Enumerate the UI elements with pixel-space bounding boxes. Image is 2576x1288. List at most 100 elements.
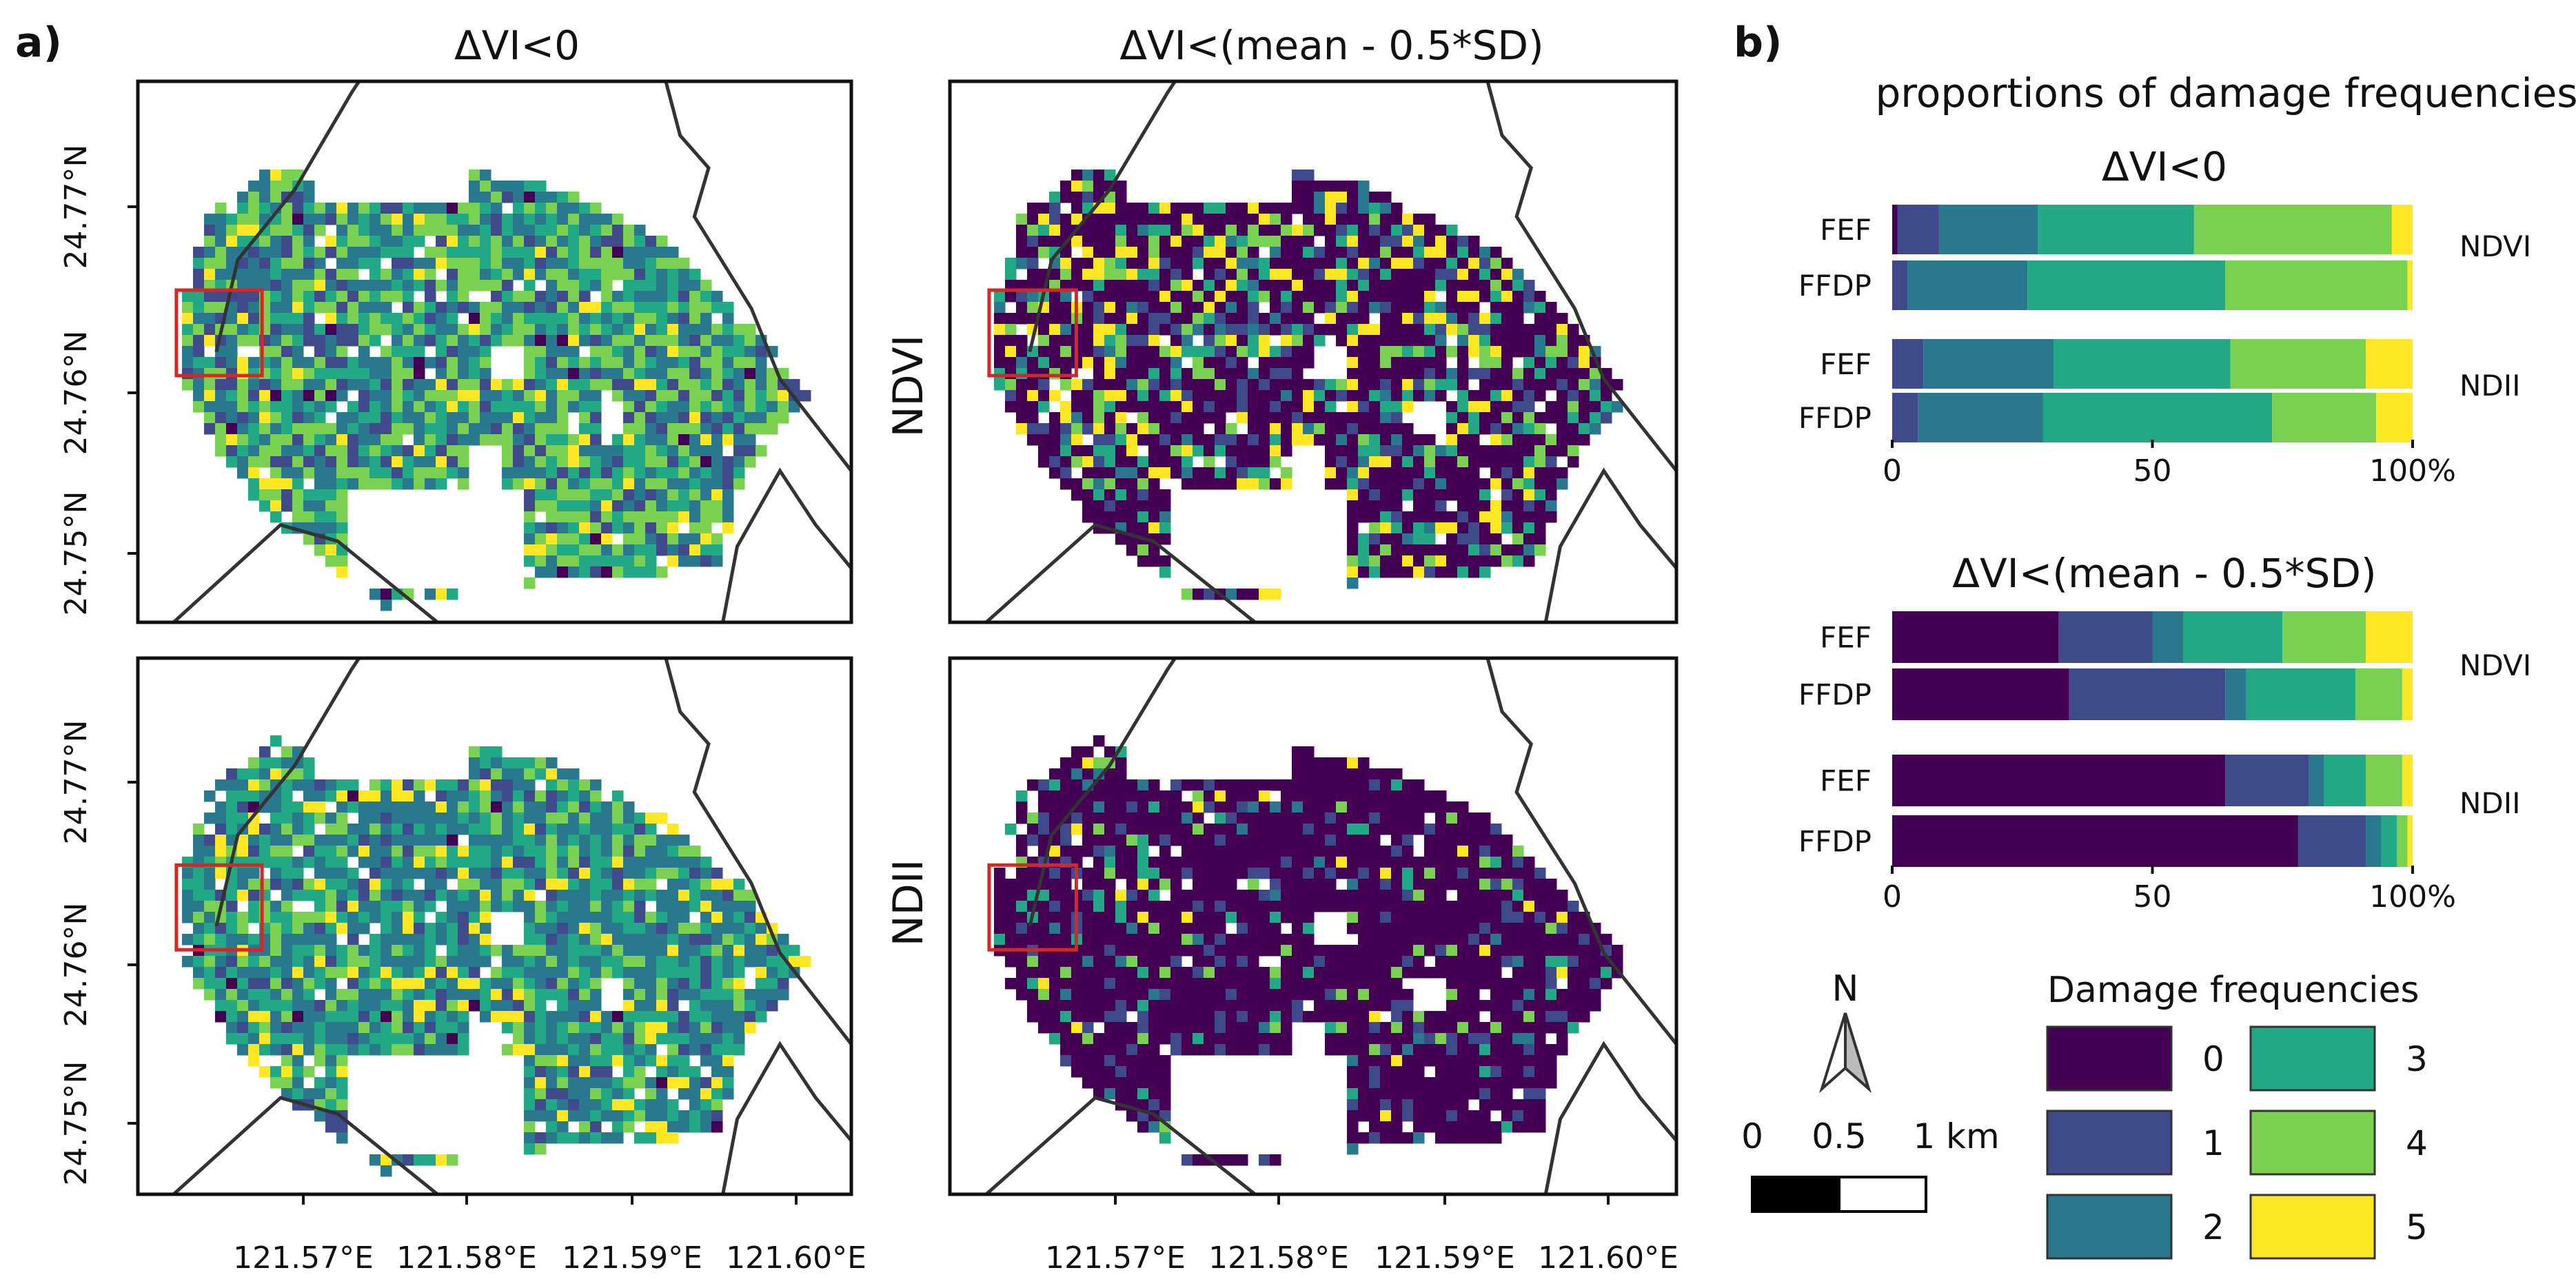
map-pixel: [193, 346, 205, 358]
map-pixel: [436, 967, 447, 979]
map-pixel: [1534, 456, 1546, 468]
map-pixel: [1479, 456, 1491, 468]
map-pixel: [1292, 901, 1304, 912]
map-pixel: [237, 879, 249, 890]
map-pixel: [237, 868, 249, 879]
map-pixel: [1424, 511, 1436, 523]
map-pixel: [1402, 533, 1414, 545]
map-pixel: [568, 280, 580, 292]
map-pixel: [535, 544, 547, 556]
map-pixel: [1248, 379, 1259, 391]
map-pixel: [1457, 566, 1469, 578]
map-pixel: [1126, 423, 1138, 435]
map-pixel: [1159, 423, 1171, 435]
map-pixel: [1490, 258, 1502, 269]
map-pixel: [1369, 890, 1381, 901]
map-pixel: [1358, 511, 1370, 523]
map-pixel: [1248, 214, 1259, 225]
map-pixel: [292, 236, 304, 247]
map-pixel: [1556, 901, 1568, 912]
map-pixel: [667, 291, 679, 303]
map-pixel: [436, 225, 447, 236]
map-pixel: [259, 181, 271, 192]
map-pixel: [314, 214, 326, 225]
map-pixel: [1325, 945, 1337, 957]
map-pixel: [1568, 357, 1579, 369]
map-pixel: [336, 522, 348, 534]
map-pixel: [711, 368, 723, 380]
map-pixel: [1237, 868, 1248, 879]
map-pixel: [1292, 181, 1304, 192]
map-pixel: [204, 989, 216, 1001]
map-pixel: [1380, 258, 1392, 269]
map-pixel: [667, 956, 679, 968]
map-pixel: [381, 225, 392, 236]
map-pixel: [1391, 379, 1403, 391]
map-pixel: [1358, 945, 1370, 957]
map-pixel: [711, 912, 723, 923]
map-pixel: [1479, 522, 1491, 534]
map-pixel: [414, 401, 425, 413]
map-pixel: [623, 1099, 635, 1111]
map-pixel: [1534, 522, 1546, 534]
map-pixel: [358, 357, 370, 369]
map-pixel: [1292, 757, 1304, 769]
map-pixel: [381, 302, 392, 314]
map-pixel: [259, 456, 271, 468]
map-pixel: [1523, 901, 1535, 912]
map-pixel: [381, 901, 392, 912]
map-pixel: [1226, 280, 1237, 292]
boundary-line: [721, 1041, 853, 1195]
map-pixel: [1270, 589, 1281, 600]
map-pixel: [546, 1077, 558, 1089]
map-pixel: [403, 801, 414, 813]
map-pixel: [513, 324, 525, 336]
map-pixel: [436, 478, 447, 490]
map-pixel: [557, 269, 569, 280]
map-pixel: [1556, 912, 1568, 923]
map-pixel: [292, 1077, 304, 1089]
map-pixel: [237, 989, 249, 1001]
map-pixel: [524, 1022, 536, 1034]
map-pixel: [392, 801, 403, 813]
map-pixel: [281, 1066, 293, 1078]
map-pixel: [778, 390, 789, 402]
map-pixel: [1347, 203, 1359, 214]
map-pixel: [1049, 280, 1061, 292]
map-pixel: [1016, 901, 1028, 912]
map-pixel: [1435, 280, 1447, 292]
map-pixel: [1369, 824, 1381, 835]
map-pixel: [1490, 291, 1502, 303]
map-pixel: [1336, 812, 1348, 824]
map-pixel: [568, 390, 580, 402]
map-pixel: [414, 335, 425, 347]
map-pixel: [1490, 357, 1502, 369]
map-pixel: [513, 956, 525, 968]
map-pixel: [1391, 280, 1403, 292]
map-pixel: [1170, 467, 1182, 479]
map-pixel: [1281, 467, 1292, 479]
map-pixel: [458, 368, 469, 380]
map-pixel: [689, 500, 701, 512]
map-pixel: [700, 956, 712, 968]
map-pixel: [425, 258, 436, 269]
map-pixel: [193, 280, 205, 292]
map-pixel: [436, 890, 447, 901]
map-pixel: [546, 258, 558, 269]
map-pixel: [1259, 846, 1270, 857]
map-pixel: [1193, 390, 1204, 402]
map-pixel: [1336, 857, 1348, 868]
map-pixel: [557, 956, 569, 968]
map-pixel: [645, 846, 657, 857]
map-pixel: [645, 1011, 657, 1023]
map-pixel: [524, 1011, 536, 1023]
map-pixel: [469, 335, 480, 347]
map-pixel: [1534, 324, 1546, 336]
map-pixel: [1049, 768, 1061, 780]
map-pixel: [325, 313, 337, 325]
map-pixel: [1336, 269, 1348, 280]
map-pixel: [336, 801, 348, 813]
map-pixel: [1579, 401, 1590, 413]
map-pixel: [1204, 302, 1215, 314]
map-pixel: [1336, 868, 1348, 879]
